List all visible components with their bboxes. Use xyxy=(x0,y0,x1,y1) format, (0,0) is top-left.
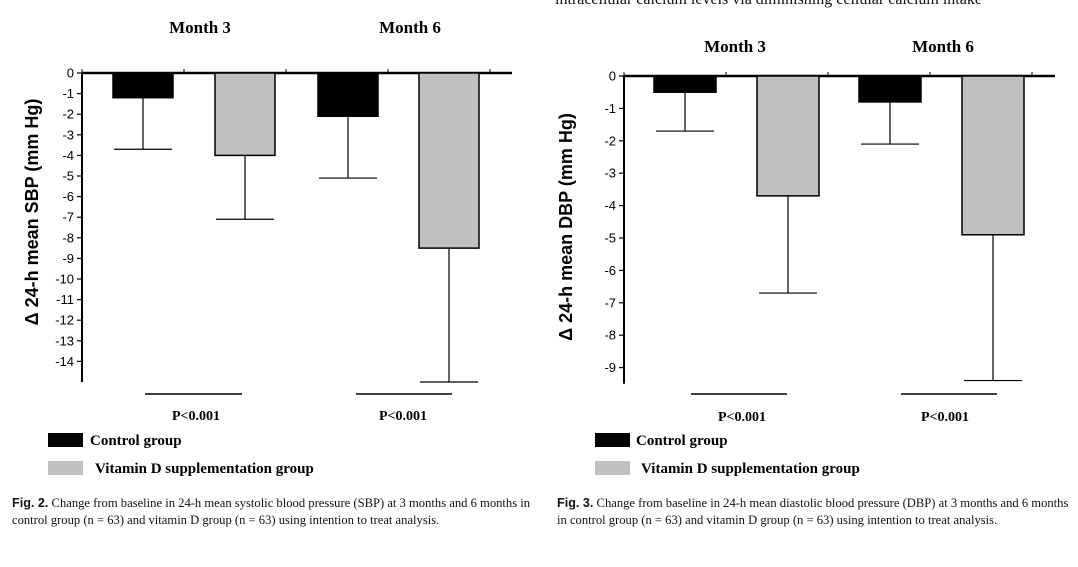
category-label: Month 6 xyxy=(379,18,441,37)
y-tick-label: -3 xyxy=(604,166,616,181)
legend-label-vitamin-d: Vitamin D supplementation group xyxy=(641,461,860,477)
vitamin-d-bar xyxy=(961,75,1025,236)
y-tick-label: -9 xyxy=(604,360,616,375)
y-axis-label: Δ 24-h mean SBP (mm Hg) xyxy=(22,99,42,326)
caption-text: Change from baseline in 24-h mean systol… xyxy=(12,496,531,527)
dbp-chart: 0 -1 -2 -3 -4 -5 -6 -7 -8 -9 Δ 24-h mean DBP (mm H… xyxy=(556,37,1055,477)
p-value-label: P<0.001 xyxy=(379,409,427,424)
legend-label-control: Control group xyxy=(636,433,728,449)
y-tick-label: -11 xyxy=(56,292,74,307)
figure-3: 0 -1 -2 -3 -4 -5 -6 -7 -8 -9 Δ 24-h mean DBP (mm H… xyxy=(545,0,1078,567)
figure-2-caption: Fig. 2. Change from baseline in 24-h mea… xyxy=(12,495,532,529)
y-tick-label: -8 xyxy=(604,328,616,343)
figure-3-caption: Fig. 3. Change from baseline in 24-h mea… xyxy=(557,495,1072,529)
y-tick-label: -14 xyxy=(55,354,74,369)
y-tick-label: -2 xyxy=(62,107,74,122)
legend-swatch-vitamin-d xyxy=(48,461,83,475)
legend-swatch-control xyxy=(595,433,630,447)
legend-swatch-vitamin-d xyxy=(595,461,630,475)
y-axis-label: Δ 24-h mean DBP (mm Hg) xyxy=(556,113,576,341)
control-bar xyxy=(858,75,922,103)
figure-2: 0 -1 -2 -3 -4 -5 -6 -7 -8 -9 -10 -11 -12 -13 -14 Δ 24-h… xyxy=(12,18,532,529)
y-tick-label: -2 xyxy=(604,133,616,148)
vitamin-d-bar xyxy=(756,75,820,197)
y-tick-label: -12 xyxy=(55,313,74,328)
caption-label: Fig. 3. xyxy=(557,496,594,510)
legend-swatch-control xyxy=(48,433,83,447)
y-tick-label: -1 xyxy=(62,86,74,101)
y-tick-label: -7 xyxy=(62,210,74,225)
caption-label: Fig. 2. xyxy=(12,496,49,510)
y-tick-label: -8 xyxy=(62,230,74,245)
y-tick-label: -5 xyxy=(62,169,74,184)
caption-text: Change from baseline in 24-h mean diasto… xyxy=(557,496,1069,527)
y-tick-label: -3 xyxy=(62,127,74,142)
p-value-label: P<0.001 xyxy=(172,409,220,424)
y-tick-label: -13 xyxy=(55,333,74,348)
y-tick-label: -4 xyxy=(604,198,616,213)
control-bar xyxy=(317,72,379,118)
y-tick-label: -1 xyxy=(604,101,616,116)
y-tick-label: -4 xyxy=(62,148,74,163)
category-label: Month 3 xyxy=(704,37,766,56)
p-value-label: P<0.001 xyxy=(718,410,766,425)
category-label: Month 6 xyxy=(912,37,974,56)
y-tick-label: -10 xyxy=(55,272,74,287)
previous-text-fragment: intracellular calcium levels via diminis… xyxy=(555,0,1075,9)
category-label: Month 3 xyxy=(169,18,231,37)
p-value-label: P<0.001 xyxy=(921,410,969,425)
y-tick-label: -9 xyxy=(62,251,74,266)
y-tick-label: -6 xyxy=(62,189,74,204)
sbp-chart: 0 -1 -2 -3 -4 -5 -6 -7 -8 -9 -10 -11 -12 -13 -14 Δ 24-h… xyxy=(22,18,512,477)
y-tick-label: 0 xyxy=(67,66,74,81)
control-bar xyxy=(653,75,717,93)
control-bar xyxy=(112,72,174,99)
legend-label-control: Control group xyxy=(90,433,182,449)
y-tick-label: 0 xyxy=(609,69,616,84)
legend-label-vitamin-d: Vitamin D supplementation group xyxy=(95,461,314,477)
vitamin-d-bar xyxy=(214,72,276,157)
y-tick-label: -6 xyxy=(604,263,616,278)
y-tick-label: -7 xyxy=(604,295,616,310)
y-tick-label: -5 xyxy=(604,231,616,246)
vitamin-d-bar xyxy=(418,72,480,249)
